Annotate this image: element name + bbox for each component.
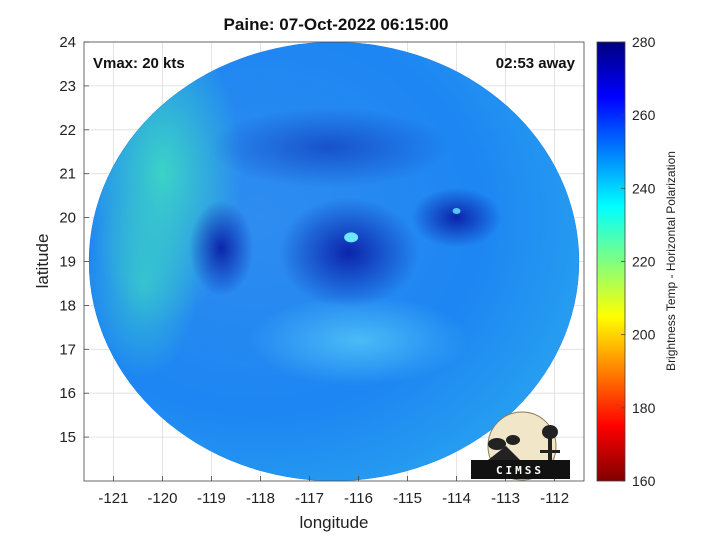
y-tick-label: 19 bbox=[59, 254, 76, 271]
satellite-swath bbox=[88, 42, 580, 481]
y-tick-label: 23 bbox=[59, 78, 76, 95]
y-tick-label: 17 bbox=[59, 341, 76, 358]
y-tick-label: 16 bbox=[59, 385, 76, 402]
chart-title: Paine: 07-Oct-2022 06:15:00 bbox=[224, 15, 449, 34]
x-tick-label: -119 bbox=[197, 490, 226, 507]
x-tick-label: -121 bbox=[98, 490, 128, 507]
core-hotspot bbox=[344, 232, 359, 243]
y-tick-label: 21 bbox=[59, 166, 76, 183]
warm-region-south bbox=[88, 188, 198, 379]
colorbar-ticks: 160 180 200 220 240 260 280 bbox=[621, 34, 656, 489]
logo-text: CIMSS bbox=[496, 464, 544, 477]
vmax-annotation: Vmax: 20 kts bbox=[93, 55, 185, 72]
colorbar-tick-label: 260 bbox=[632, 107, 656, 123]
y-axis-ticks: 15 16 17 18 19 20 21 22 23 24 bbox=[59, 34, 89, 446]
x-axis-label: longitude bbox=[299, 513, 368, 532]
storm-core bbox=[278, 197, 419, 308]
x-tick-label: -112 bbox=[540, 490, 569, 507]
colorbar-tick-label: 160 bbox=[632, 473, 656, 489]
eastern-cloud-cluster bbox=[411, 187, 502, 248]
time-away-annotation: 02:53 away bbox=[496, 55, 576, 72]
colorbar-label: Brightness Temp - Horizontal Polarizatio… bbox=[664, 151, 678, 371]
east-hotspot bbox=[452, 208, 461, 215]
x-tick-label: -116 bbox=[344, 490, 373, 507]
x-axis-ticks: -121 -120 -119 -118 -117 -116 -115 -114 -113 -112 bbox=[98, 476, 569, 507]
x-tick-label: -118 bbox=[246, 490, 275, 507]
colorbar-tick-label: 220 bbox=[632, 254, 656, 270]
colorbar-tick-label: 280 bbox=[632, 34, 656, 50]
x-tick-label: -117 bbox=[295, 490, 324, 507]
y-tick-label: 18 bbox=[59, 297, 76, 314]
x-tick-label: -120 bbox=[147, 490, 177, 507]
y-tick-label: 22 bbox=[59, 122, 76, 139]
colorbar-tick-label: 240 bbox=[632, 180, 656, 196]
colorbar: 160 180 200 220 240 260 280 Brightness Temp - … bbox=[596, 34, 678, 489]
y-tick-label: 24 bbox=[59, 34, 76, 51]
x-tick-label: -113 bbox=[491, 490, 520, 507]
colorbar-gradient bbox=[596, 41, 626, 482]
colorbar-tick-label: 180 bbox=[632, 400, 656, 416]
x-tick-label: -114 bbox=[442, 490, 471, 507]
y-tick-label: 15 bbox=[59, 429, 76, 446]
light-band bbox=[248, 295, 469, 386]
western-cloud-band bbox=[189, 200, 254, 297]
y-tick-label: 20 bbox=[59, 210, 76, 227]
colorbar-tick-label: 200 bbox=[632, 327, 656, 343]
northern-band bbox=[209, 107, 450, 188]
cimss-logo: CIMSS bbox=[471, 411, 570, 481]
y-axis-label: latitude bbox=[33, 234, 52, 289]
x-tick-label: -115 bbox=[393, 490, 422, 507]
